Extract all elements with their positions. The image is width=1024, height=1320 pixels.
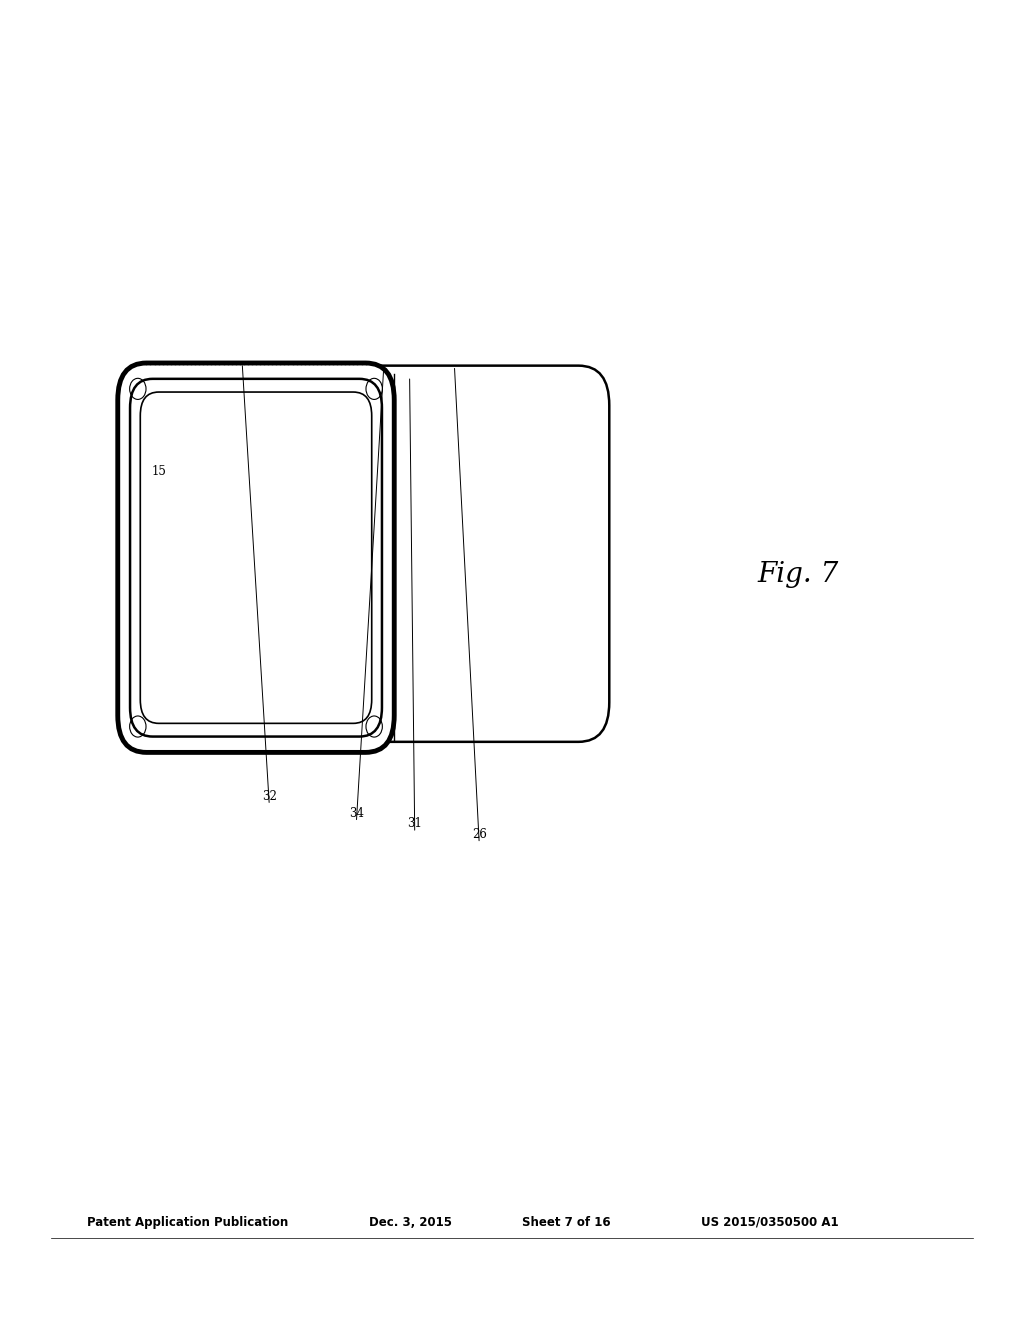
Text: Sheet 7 of 16: Sheet 7 of 16 bbox=[522, 1216, 611, 1229]
FancyBboxPatch shape bbox=[140, 392, 372, 723]
Text: 31: 31 bbox=[408, 817, 422, 830]
FancyBboxPatch shape bbox=[328, 366, 609, 742]
Text: 34: 34 bbox=[349, 807, 364, 820]
Text: 15: 15 bbox=[152, 465, 167, 478]
Text: Patent Application Publication: Patent Application Publication bbox=[87, 1216, 289, 1229]
Text: Fig. 7: Fig. 7 bbox=[758, 561, 839, 587]
Text: US 2015/0350500 A1: US 2015/0350500 A1 bbox=[701, 1216, 839, 1229]
Text: 26: 26 bbox=[472, 828, 486, 841]
Text: Dec. 3, 2015: Dec. 3, 2015 bbox=[369, 1216, 452, 1229]
FancyBboxPatch shape bbox=[118, 363, 394, 752]
Text: 32: 32 bbox=[262, 789, 276, 803]
FancyBboxPatch shape bbox=[130, 379, 382, 737]
